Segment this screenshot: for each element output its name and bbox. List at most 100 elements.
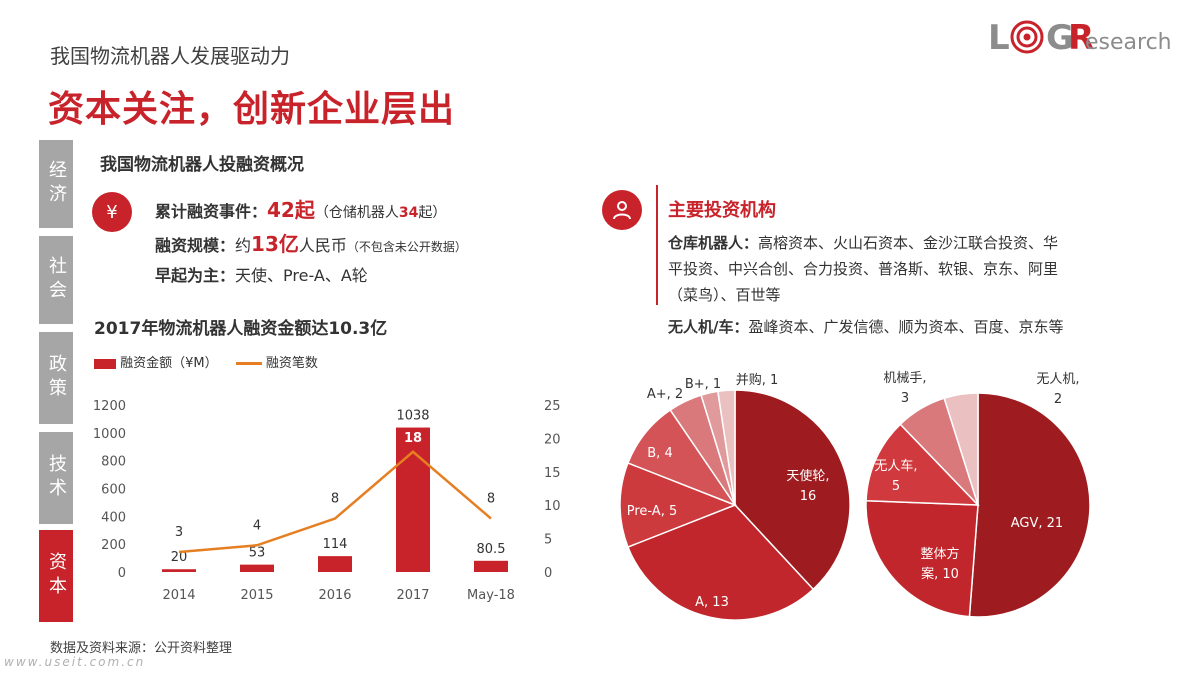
pie-slice <box>968 392 1091 618</box>
warehouse-note-pre: （仓储机器人 <box>314 205 399 221</box>
pie-slice-label: 无人机, <box>1036 372 1079 387</box>
bar-amount <box>162 569 196 572</box>
bar-amount-label: 80.5 <box>477 542 506 557</box>
funding-scale-unit: 人民币 <box>298 236 347 255</box>
warehouse-note-num: 34 <box>398 205 419 221</box>
pie-slice-label: 机械手, <box>883 371 926 386</box>
y-right-tick-label: 0 <box>544 566 552 581</box>
warehouse-investors-line2: 平投资、中兴合创、合力投资、普洛斯、软银、京东、阿里 <box>668 260 1059 278</box>
pie-slice-label-line2: 2 <box>1054 392 1062 407</box>
pie-slice-label: Pre-A, 5 <box>627 504 678 519</box>
early-stage-label: 早起为主： <box>155 266 236 285</box>
y-left-tick-label: 200 <box>101 538 126 553</box>
drone-investors-label: 无人机/车： <box>668 318 749 336</box>
bar-amount <box>240 564 274 572</box>
funding-scale-label: 融资规模： <box>155 236 236 255</box>
overview-title: 我国物流机器人投融资概况 <box>100 155 304 175</box>
site-url: www.useit.com.cn <box>4 655 146 669</box>
line-count-label: 4 <box>253 518 261 533</box>
pie-slice-label: 整体方 <box>920 546 959 562</box>
y-right-tick-label: 15 <box>544 466 561 481</box>
pie-slice-label: 并购, 1 <box>736 372 779 388</box>
bar-amount-label: 53 <box>249 546 266 561</box>
page-title: 资本关注，创新企业层出 <box>48 89 456 130</box>
pie-slice-label-line2: 5 <box>892 479 900 494</box>
warehouse-investors-line1: 高榕资本、火山石资本、金沙江联合投资、华 <box>758 234 1059 252</box>
y-left-tick-label: 1200 <box>93 399 126 414</box>
y-left-tick-label: 800 <box>101 455 126 470</box>
sidebar-item-technology[interactable]: 技术 <box>39 432 73 524</box>
sidebar-item-capital[interactable]: 资本 <box>39 530 73 622</box>
logo-letter-r: R <box>1068 18 1095 58</box>
x-tick-label: 2014 <box>162 588 195 603</box>
target-icon <box>1010 20 1044 54</box>
pie-slice-label: B+, 1 <box>685 377 721 392</box>
funding-scale-value: 13亿 <box>251 232 299 256</box>
pie-slice-label: B, 4 <box>647 446 672 461</box>
pie-slice-label: 无人车, <box>874 458 917 474</box>
line-count-label: 3 <box>175 525 183 540</box>
y-right-tick-label: 5 <box>544 533 552 548</box>
y-right-tick-label: 25 <box>544 399 561 414</box>
y-left-tick-label: 600 <box>101 483 126 498</box>
investors-title: 主要投资机构 <box>668 200 776 221</box>
y-left-tick-label: 0 <box>118 566 126 581</box>
line-count-label: 8 <box>331 492 339 507</box>
funding-scale-pre: 约 <box>235 236 252 255</box>
y-left-tick-label: 400 <box>101 510 126 525</box>
pie-slice-label-line2: 16 <box>800 489 817 504</box>
pie-slice <box>865 423 980 506</box>
bar-amount-label: 1038 <box>396 409 429 424</box>
pie-slice <box>734 389 851 591</box>
bar-chart-title: 2017年物流机器人融资金额达10.3亿 <box>94 319 388 339</box>
legend-label-count: 融资笔数 <box>265 356 318 371</box>
pie-slice-label-line2: 案, 10 <box>921 567 959 582</box>
x-tick-label: 2015 <box>240 588 273 603</box>
y-right-tick-label: 20 <box>544 432 561 447</box>
bar-amount-label: 20 <box>171 550 188 565</box>
logo-letter-g: G <box>1046 18 1074 58</box>
pie-slice <box>943 392 979 506</box>
logr-logo: L G R esearch <box>988 18 1188 58</box>
y-right-tick-label: 10 <box>544 499 561 514</box>
legend-swatch-bar <box>94 358 116 369</box>
sidebar-item-society[interactable]: 社会 <box>39 236 73 324</box>
line-count-label: 18 <box>404 431 422 446</box>
legend-label-amount: 融资金额（¥M） <box>120 356 218 371</box>
line-count-label: 8 <box>487 492 495 507</box>
pie-slice-label: A+, 2 <box>647 387 683 402</box>
pie-chart-round: 天使轮, 16 A, 13 Pre-A, 5 B, 4 A+, 2B+, 1 并购, 1 <box>619 372 851 621</box>
x-tick-label: 2016 <box>318 588 351 603</box>
yen-icon: ¥ <box>92 192 132 232</box>
pie-slice-label: 天使轮, <box>786 468 829 484</box>
sidebar-item-economy[interactable]: 经济 <box>39 140 73 228</box>
bar-amount <box>318 556 352 572</box>
investor-person-icon <box>602 190 642 230</box>
pie-slice-label: A, 13 <box>695 595 729 610</box>
pie-slice <box>626 504 815 621</box>
pie-slice-label-line2: 3 <box>901 391 909 406</box>
x-tick-label: 2017 <box>396 588 429 603</box>
sidebar-item-policy[interactable]: 政策 <box>39 332 73 424</box>
line-count <box>178 450 492 554</box>
bar-chart-legend: 融资金额（¥M） 融资笔数 <box>94 352 318 371</box>
bar-amount <box>474 560 508 572</box>
logo-letter-l: L <box>988 18 1010 58</box>
page-subtitle: 我国物流机器人发展驱动力 <box>50 44 290 68</box>
investor-divider <box>656 185 658 305</box>
data-source: 数据及资料来源：公开资料整理 <box>50 641 233 656</box>
pie-slice-label: AGV, 21 <box>1011 516 1063 531</box>
early-stage-value: 天使、Pre-A、A轮 <box>235 266 368 285</box>
warehouse-investors-line3: （菜鸟）、百世等 <box>668 286 781 304</box>
combo-chart: 0 200 400 600 800 1000 1200 0 5 10 15 20 25 2014 20 201… <box>93 399 561 603</box>
pie-slice <box>619 462 738 548</box>
pie-slice <box>865 499 979 618</box>
warehouse-investors-label: 仓库机器人： <box>668 234 759 252</box>
total-events-value: 42起 <box>267 198 315 222</box>
y-left-tick-label: 1000 <box>93 427 126 442</box>
bar-amount-label: 114 <box>323 537 348 552</box>
funding-scale-note: （不包含未公开数据） <box>346 240 467 254</box>
drone-investors-text: 盈峰资本、广发信德、顺为资本、百度、京东等 <box>748 318 1064 336</box>
pie-slice <box>717 389 736 506</box>
